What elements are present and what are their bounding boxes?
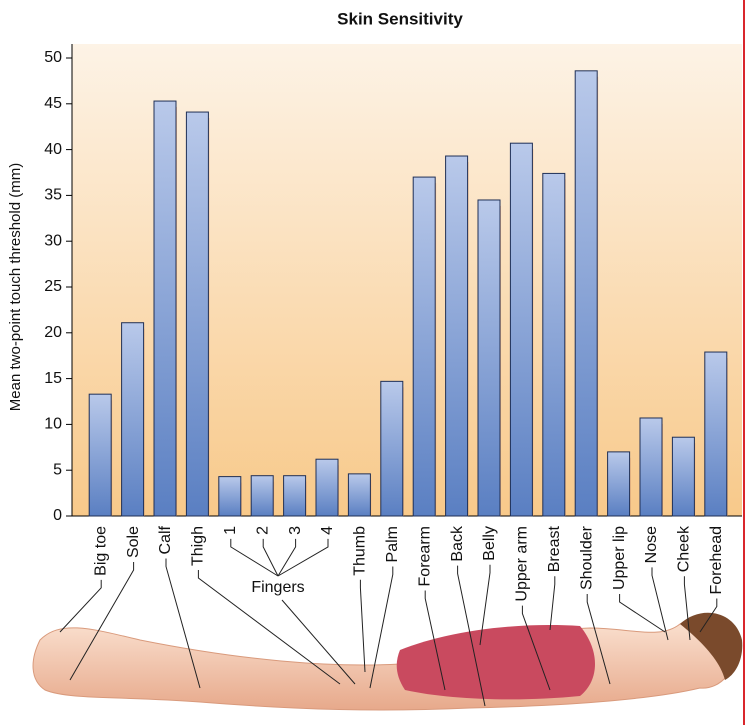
bar xyxy=(284,476,306,516)
x-tick-label: Belly xyxy=(481,526,498,561)
y-tick-label: 15 xyxy=(44,370,62,387)
body-illustration xyxy=(33,613,742,710)
leader-line xyxy=(278,539,328,576)
bar xyxy=(705,352,727,516)
bar xyxy=(251,476,273,516)
y-tick-label: 0 xyxy=(53,507,62,524)
bar xyxy=(446,156,468,516)
x-tick-label: Upper arm xyxy=(514,526,531,602)
x-tick-label: Back xyxy=(449,525,466,562)
y-tick-label: 10 xyxy=(44,416,62,433)
leader-line xyxy=(231,539,278,576)
annotation: Fingers xyxy=(251,579,304,596)
x-tick-label: Thumb xyxy=(352,526,369,576)
x-tick-label: 2 xyxy=(254,526,271,535)
bar xyxy=(89,394,111,516)
y-tick-label: 40 xyxy=(44,141,62,158)
bar xyxy=(413,177,435,516)
bar xyxy=(316,459,338,516)
x-tick-label: 1 xyxy=(222,526,239,535)
x-tick-label: Big toe xyxy=(92,526,109,576)
y-tick-label: 5 xyxy=(53,461,62,478)
bar xyxy=(219,477,241,516)
x-tick-label: Thigh xyxy=(190,526,207,566)
bar xyxy=(154,101,176,516)
x-tick-label: Breast xyxy=(546,525,563,572)
chart-title: Skin Sensitivity xyxy=(337,9,463,28)
y-tick-label: 45 xyxy=(44,95,62,112)
x-tick-label: Sole xyxy=(125,526,142,558)
x-tick-label: 4 xyxy=(319,526,336,535)
y-tick-label: 20 xyxy=(44,324,62,341)
leader-line xyxy=(550,576,555,630)
bar xyxy=(575,71,597,516)
y-tick-label: 25 xyxy=(44,278,62,295)
bar xyxy=(543,173,565,516)
x-tick-label: Shoulder xyxy=(578,525,595,590)
leader-line xyxy=(60,580,101,632)
x-tick-label: Forehead xyxy=(708,526,725,595)
x-tick-label: Cheek xyxy=(676,525,693,572)
bar xyxy=(122,323,144,516)
y-tick-label: 35 xyxy=(44,187,62,204)
y-tick-label: 30 xyxy=(44,232,62,249)
bar xyxy=(510,143,532,516)
x-tick-label: Nose xyxy=(643,526,660,563)
y-axis-label: Mean two-point touch threshold (mm) xyxy=(7,163,24,411)
chart: Skin Sensitivity Mean two-point touch th… xyxy=(0,0,747,725)
bar xyxy=(348,474,370,516)
y-tick-label: 50 xyxy=(44,49,62,66)
x-tick-label: Palm xyxy=(384,526,401,562)
leader-line xyxy=(360,580,365,672)
x-tick-label: Forearm xyxy=(416,526,433,586)
x-tick-label: 3 xyxy=(287,526,304,535)
bar xyxy=(640,418,662,516)
leader-line xyxy=(263,539,278,576)
bar xyxy=(608,452,630,516)
bar xyxy=(381,381,403,516)
x-tick-label: Calf xyxy=(157,525,174,554)
bar xyxy=(478,200,500,516)
bar xyxy=(186,112,208,516)
bar xyxy=(672,437,694,516)
x-tick-label: Upper lip xyxy=(611,526,628,590)
